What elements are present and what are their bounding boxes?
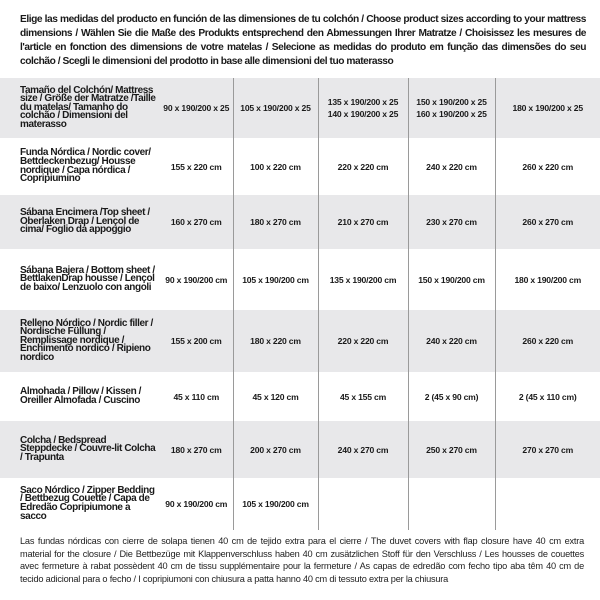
size-cell: 210 x 270 cm <box>317 195 408 249</box>
size-value: 105 x 190/200 x 25 <box>240 103 311 113</box>
size-cell: 45 x 120 cm <box>232 372 318 421</box>
size-value: 45 x 110 cm <box>173 391 220 402</box>
size-value: 240 x 270 cm <box>337 444 389 455</box>
size-cell: 2 (45 x 110 cm) <box>494 372 600 421</box>
footer-note: Las fundas nórdicas con cierre de solapa… <box>20 536 584 584</box>
size-value: 180 x 220 cm <box>250 336 301 346</box>
size-value: 90 x 190/200 cm <box>165 499 228 509</box>
size-value: 230 x 270 cm <box>426 217 477 227</box>
size-value: 220 x 220 cm <box>337 161 389 172</box>
size-value: 210 x 270 cm <box>337 217 389 227</box>
row-label: Almohada / Pillow / Kissen / Oreiller Al… <box>20 385 142 406</box>
table-row: Sábana Bajera / Bottom sheet / Bettlaken… <box>0 249 600 310</box>
size-cell: 100 x 220 cm <box>232 138 318 195</box>
size-cell: 105 x 190/200 cm <box>232 249 318 310</box>
size-cell: 105 x 190/200 cm <box>232 478 318 530</box>
size-value: 260 x 220 cm <box>522 336 574 346</box>
size-cell: 45 x 110 cm <box>160 372 233 421</box>
size-cell: 180 x 270 cm <box>160 421 233 478</box>
size-cell: 220 x 220 cm <box>317 310 408 372</box>
size-cell: 260 x 220 cm <box>494 310 600 372</box>
size-value: 100 x 220 cm <box>250 161 301 172</box>
size-value: 240 x 220 cm <box>426 161 477 172</box>
intro-text: Elige las medidas del producto en funció… <box>20 14 586 67</box>
size-value: 150 x 190/200 cm <box>418 274 485 285</box>
size-value: 45 x 120 cm <box>252 391 299 402</box>
size-value: 180 x 190/200 x 25 <box>512 103 584 113</box>
size-cell: 220 x 220 cm <box>317 138 408 195</box>
size-cell: 180 x 270 cm <box>232 195 318 249</box>
size-cell: 250 x 270 cm <box>407 421 495 478</box>
size-value: 260 x 270 cm <box>522 217 574 227</box>
size-value: 260 x 220 cm <box>522 161 574 172</box>
row-label: Funda Nórdica / Nordic cover/ Bettdecken… <box>20 147 151 185</box>
size-value: 250 x 270 cm <box>426 444 477 455</box>
size-value: 2 (45 x 110 cm) <box>518 391 577 402</box>
size-cell: 270 x 270 cm <box>494 421 600 478</box>
size-value: 90 x 190/200 cm <box>165 274 228 285</box>
header-row: Tamaño del Colchón/ Mattress size / Größ… <box>0 78 600 138</box>
row-label: Relleno Nórdico / Nordic filler / Nordis… <box>20 317 153 363</box>
size-cell: 90 x 190/200 cm <box>160 249 233 310</box>
size-value: 160 x 190/200 x 25 <box>416 109 487 119</box>
size-value: 45 x 155 cm <box>339 391 387 402</box>
size-value: 135 x 190/200 cm <box>329 274 397 285</box>
size-value: 90 x 190/200 x 25 <box>163 103 230 113</box>
size-cell: 200 x 270 cm <box>232 421 318 478</box>
size-cell: 150 x 190/200 cm <box>407 249 495 310</box>
size-cell: 180 x 190/200 cm <box>494 249 600 310</box>
size-value: 220 x 220 cm <box>337 336 389 346</box>
size-value: 155 x 220 cm <box>170 161 222 172</box>
size-cell: 2 (45 x 90 cm) <box>407 372 495 421</box>
size-cell: 260 x 220 cm <box>494 138 600 195</box>
size-cell: 230 x 270 cm <box>407 195 495 249</box>
size-cell <box>317 478 408 530</box>
size-value: 200 x 270 cm <box>250 444 301 455</box>
size-value: 270 x 270 cm <box>522 444 574 455</box>
size-value: 240 x 220 cm <box>426 336 477 346</box>
size-cell: 260 x 270 cm <box>494 195 600 249</box>
size-cell: 155 x 220 cm <box>160 138 233 195</box>
size-value: 155 x 200 cm <box>170 336 222 346</box>
row-label: Sábana Bajera / Bottom sheet / Bettlaken… <box>20 264 155 293</box>
size-cell <box>407 478 495 530</box>
table-row: Sábana Encimera /Top sheet / Oberlaken D… <box>0 195 600 249</box>
table-row: Relleno Nórdico / Nordic filler / Nordis… <box>0 310 600 372</box>
size-cell: 90 x 190/200 cm <box>160 478 233 530</box>
size-value: 105 x 190/200 cm <box>242 499 309 509</box>
row-label: Colcha / Bedspread Steppdecke / Couvre-l… <box>20 434 156 463</box>
size-table: Tamaño del Colchón/ Mattress size / Größ… <box>0 78 600 530</box>
size-value: 135 x 190/200 x 25 <box>327 97 399 107</box>
size-cell: 180 x 190/200 x 25 <box>494 78 600 138</box>
size-value: 180 x 270 cm <box>170 444 222 455</box>
size-value: 180 x 190/200 cm <box>514 274 582 285</box>
size-cell: 180 x 220 cm <box>232 310 318 372</box>
size-value: 140 x 190/200 x 25 <box>327 109 399 119</box>
size-value: 2 (45 x 90 cm) <box>424 391 479 402</box>
table-row: Funda Nórdica / Nordic cover/ Bettdecken… <box>0 138 600 195</box>
table-row: Saco Nórdico / Zipper Bedding / Bettbezu… <box>0 478 600 530</box>
size-cell: 160 x 270 cm <box>160 195 233 249</box>
size-value: 150 x 190/200 x 25 <box>416 97 487 107</box>
size-value: 105 x 190/200 cm <box>242 274 309 285</box>
size-cell: 135 x 190/200 x 25 140 x 190/200 x 25 <box>317 78 408 138</box>
size-cell: 45 x 155 cm <box>317 372 408 421</box>
table-row: Colcha / Bedspread Steppdecke / Couvre-l… <box>0 421 600 478</box>
row-label: Tamaño del Colchón/ Mattress size / Größ… <box>20 84 156 130</box>
size-cell: 240 x 220 cm <box>407 138 495 195</box>
row-label: Saco Nórdico / Zipper Bedding / Bettbezu… <box>20 484 155 522</box>
size-cell: 105 x 190/200 x 25 <box>232 78 318 138</box>
table-row: Almohada / Pillow / Kissen / Oreiller Al… <box>0 372 600 421</box>
size-cell: 90 x 190/200 x 25 <box>160 78 233 138</box>
size-cell: 240 x 220 cm <box>407 310 495 372</box>
size-value: 160 x 270 cm <box>170 217 222 227</box>
size-cell <box>494 478 600 530</box>
size-cell: 135 x 190/200 cm <box>317 249 408 310</box>
size-cell: 155 x 200 cm <box>160 310 233 372</box>
row-label: Sábana Encimera /Top sheet / Oberlaken D… <box>20 207 150 236</box>
size-value: 180 x 270 cm <box>250 217 301 227</box>
size-cell: 240 x 270 cm <box>317 421 408 478</box>
size-cell: 150 x 190/200 x 25 160 x 190/200 x 25 <box>407 78 495 138</box>
